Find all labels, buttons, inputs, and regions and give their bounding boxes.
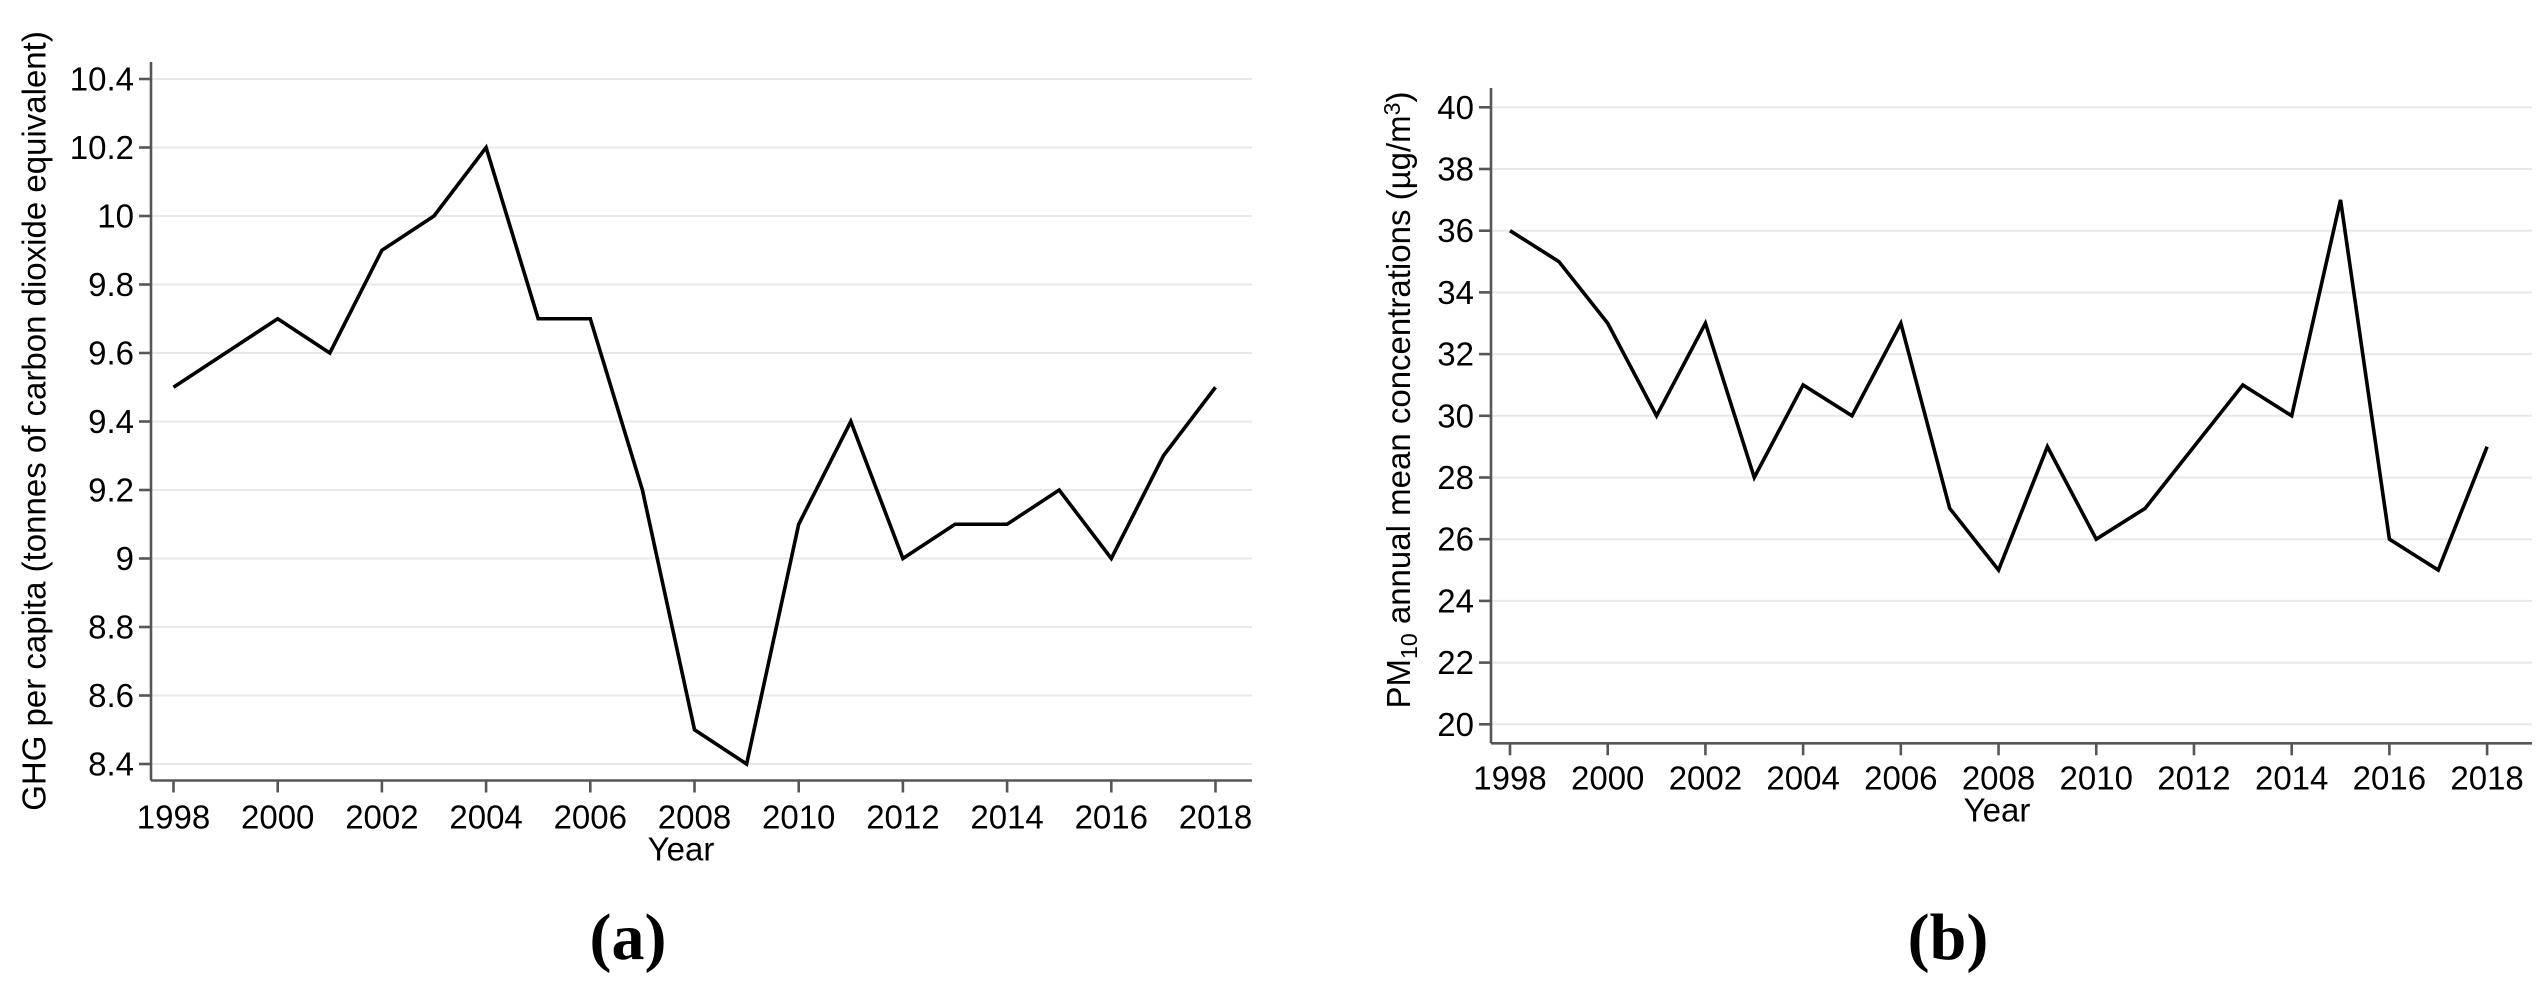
y-tick-label: 8.4: [88, 746, 134, 783]
x-tick-label: 1998: [1473, 760, 1546, 797]
x-tick-label: 2010: [2060, 760, 2133, 797]
y-tick-label: 28: [1437, 459, 1474, 496]
x-tick-label: 2016: [1075, 799, 1148, 836]
y-tick-label: 20: [1437, 706, 1474, 743]
y-tick-label: 24: [1437, 582, 1474, 619]
y-tick-label: 30: [1437, 397, 1474, 434]
caption-b: (b): [1907, 901, 1989, 974]
x-tick-label: 2012: [2157, 760, 2230, 797]
y-tick-label: 8.8: [88, 609, 134, 646]
x-tick-label: 2006: [554, 799, 627, 836]
x-tick-label: 2002: [345, 799, 418, 836]
ylabel-segment: ): [1380, 91, 1418, 103]
y-tick-label: 36: [1437, 212, 1474, 249]
y-tick-label: 26: [1437, 521, 1474, 558]
y-tick-label: 10: [97, 198, 134, 235]
y-tick-label: 10.2: [70, 129, 134, 166]
caption-a: (a): [589, 901, 667, 974]
x-tick-label: 2008: [658, 799, 731, 836]
y-tick-label: 10.4: [70, 61, 134, 98]
y-tick-label: 34: [1437, 274, 1474, 311]
chart-b-x-axis-title: Year: [1963, 791, 2031, 829]
x-tick-label: 2008: [1962, 760, 2035, 797]
y-tick-label: 9.6: [88, 335, 134, 372]
y-tick-label: 8.6: [88, 677, 134, 714]
x-tick-label: 2002: [1669, 760, 1742, 797]
ylabel-segment: annual mean concentrations (µg/m: [1380, 115, 1418, 634]
y-tick-label: 9: [116, 540, 134, 577]
x-tick-label: 2012: [866, 799, 939, 836]
x-tick-label: 2014: [970, 799, 1043, 836]
ylabel-segment: 3: [1378, 102, 1405, 116]
x-tick-label: 1998: [137, 799, 210, 836]
x-tick-label: 2004: [1766, 760, 1839, 797]
ylabel-segment: 10: [1396, 633, 1423, 659]
x-tick-label: 2000: [1571, 760, 1644, 797]
chart-b-y-axis-title: PM10 annual mean concentrations (µg/m3): [1378, 91, 1423, 709]
ylabel-segment: PM: [1380, 659, 1418, 709]
series-line: [1509, 199, 2489, 574]
y-tick-label: 22: [1437, 644, 1474, 681]
y-tick-label: 32: [1437, 336, 1474, 373]
x-tick-label: 2010: [762, 799, 835, 836]
x-tick-label: 2004: [449, 799, 522, 836]
y-tick-label: 9.2: [88, 472, 134, 509]
x-tick-label: 2000: [241, 799, 314, 836]
x-tick-label: 2006: [1864, 760, 1937, 797]
x-tick-label: 2016: [2353, 760, 2426, 797]
y-tick-label: 40: [1437, 89, 1474, 126]
chart-a-y-axis-title: GHG per capita (tonnes of carbon dioxide…: [15, 31, 53, 811]
y-tick-label: 9.4: [88, 403, 134, 440]
x-tick-label: 2018: [1179, 799, 1252, 836]
series-line: [172, 143, 1217, 767]
y-tick-label: 9.8: [88, 266, 134, 303]
y-tick-label: 38: [1437, 151, 1474, 188]
x-tick-label: 2014: [2255, 760, 2328, 797]
chart-a-plot: 8.4 8.6 8.8 9 9.2 9.4 9.6 9.8 10 10.2 10.4 1998 2000…: [70, 61, 1252, 836]
chart-b-plot: 20 22 24 26 28 30 32 34 36 38 40 1998 2000 2002 2004 20…: [1437, 88, 2532, 797]
x-tick-label: 2018: [2450, 760, 2523, 797]
chart-a-x-axis-title: Year: [647, 830, 715, 868]
